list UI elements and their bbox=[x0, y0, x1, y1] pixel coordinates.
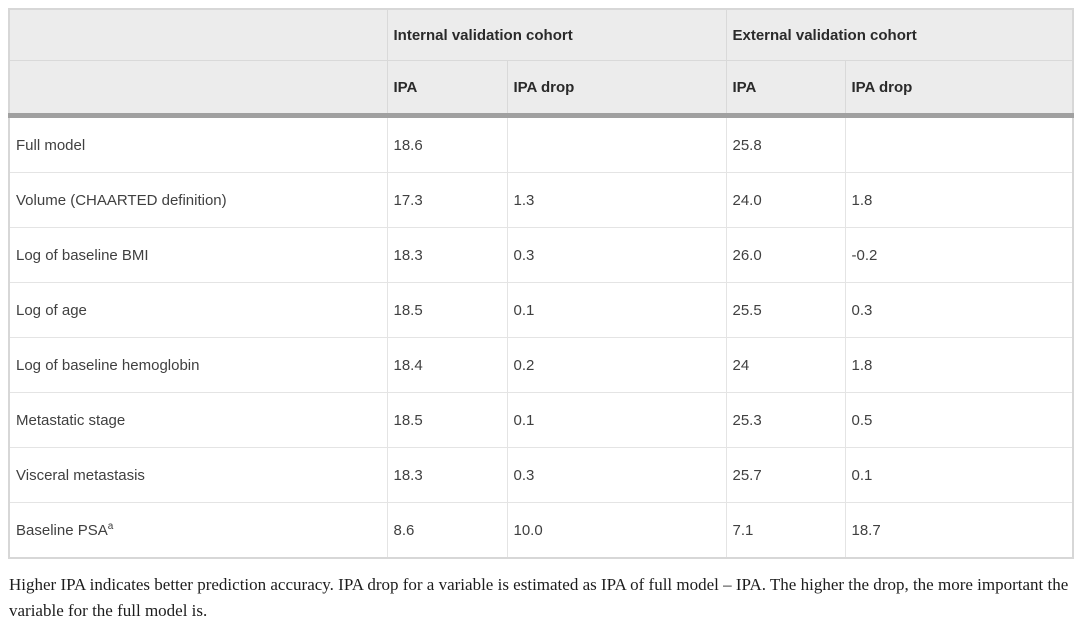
cell-internal-ipa-drop: 0.3 bbox=[506, 447, 727, 503]
cell-external-ipa: 7.1 bbox=[725, 502, 846, 559]
cell-internal-ipa-drop: 0.1 bbox=[506, 282, 727, 338]
row-label: Visceral metastasis bbox=[8, 447, 388, 503]
ipa-validation-table: Internal validation cohort External vali… bbox=[8, 8, 1074, 559]
cell-external-ipa-drop bbox=[844, 115, 1074, 173]
row-label: Log of age bbox=[8, 282, 388, 338]
cell-external-ipa: 26.0 bbox=[725, 227, 846, 283]
header-external-cohort: External validation cohort bbox=[725, 8, 1074, 61]
header-external-ipa-drop: IPA drop bbox=[844, 60, 1074, 118]
header-group-row: Internal validation cohort External vali… bbox=[8, 8, 1074, 61]
header-internal-ipa: IPA bbox=[386, 60, 508, 118]
cell-external-ipa: 24 bbox=[725, 337, 846, 393]
row-label: Log of baseline BMI bbox=[8, 227, 388, 283]
corner-blank-cell bbox=[8, 8, 388, 61]
cell-external-ipa-drop: 0.1 bbox=[844, 447, 1074, 503]
table-row: Full model 18.6 25.8 bbox=[8, 115, 1074, 173]
cell-internal-ipa: 18.3 bbox=[386, 227, 508, 283]
corner-blank-cell-2 bbox=[8, 60, 388, 118]
table-row: Log of age 18.5 0.1 25.5 0.3 bbox=[8, 282, 1074, 338]
cell-external-ipa-drop: -0.2 bbox=[844, 227, 1074, 283]
cell-internal-ipa: 18.5 bbox=[386, 392, 508, 448]
cell-internal-ipa: 18.3 bbox=[386, 447, 508, 503]
cell-external-ipa: 25.5 bbox=[725, 282, 846, 338]
header-internal-cohort: Internal validation cohort bbox=[386, 8, 727, 61]
row-label: Metastatic stage bbox=[8, 392, 388, 448]
cell-external-ipa-drop: 0.3 bbox=[844, 282, 1074, 338]
cell-internal-ipa: 17.3 bbox=[386, 172, 508, 228]
header-subcolumn-row: IPA IPA drop IPA IPA drop bbox=[8, 60, 1074, 118]
cell-external-ipa-drop: 1.8 bbox=[844, 172, 1074, 228]
table-footnote: Higher IPA indicates better prediction a… bbox=[9, 575, 1069, 621]
table-row: Log of baseline hemoglobin 18.4 0.2 24 1… bbox=[8, 337, 1074, 393]
table-body: Full model 18.6 25.8 Volume (CHAARTED de… bbox=[8, 115, 1074, 559]
cell-internal-ipa-drop: 0.3 bbox=[506, 227, 727, 283]
cell-internal-ipa-drop: 1.3 bbox=[506, 172, 727, 228]
table-row: Volume (CHAARTED definition) 17.3 1.3 24… bbox=[8, 172, 1074, 228]
cell-internal-ipa-drop: 0.2 bbox=[506, 337, 727, 393]
footnote-marker: a bbox=[107, 520, 114, 532]
cell-external-ipa: 24.0 bbox=[725, 172, 846, 228]
table-row: Baseline PSAa 8.6 10.0 7.1 18.7 bbox=[8, 502, 1074, 559]
table-row: Visceral metastasis 18.3 0.3 25.7 0.1 bbox=[8, 447, 1074, 503]
cell-external-ipa: 25.8 bbox=[725, 115, 846, 173]
table-row: Log of baseline BMI 18.3 0.3 26.0 -0.2 bbox=[8, 227, 1074, 283]
header-external-ipa: IPA bbox=[725, 60, 846, 118]
cell-external-ipa-drop: 0.5 bbox=[844, 392, 1074, 448]
row-label: Volume (CHAARTED definition) bbox=[8, 172, 388, 228]
row-label: Baseline PSAa bbox=[8, 502, 388, 559]
cell-internal-ipa: 8.6 bbox=[386, 502, 508, 559]
header-internal-ipa-drop: IPA drop bbox=[506, 60, 727, 118]
table-row: Metastatic stage 18.5 0.1 25.3 0.5 bbox=[8, 392, 1074, 448]
cell-internal-ipa: 18.5 bbox=[386, 282, 508, 338]
row-label: Log of baseline hemoglobin bbox=[8, 337, 388, 393]
cell-external-ipa-drop: 1.8 bbox=[844, 337, 1074, 393]
table-header: Internal validation cohort External vali… bbox=[8, 8, 1074, 118]
cell-external-ipa: 25.3 bbox=[725, 392, 846, 448]
cell-internal-ipa-drop: 0.1 bbox=[506, 392, 727, 448]
cell-internal-ipa: 18.4 bbox=[386, 337, 508, 393]
cell-external-ipa-drop: 18.7 bbox=[844, 502, 1074, 559]
cell-internal-ipa: 18.6 bbox=[386, 115, 508, 173]
cell-internal-ipa-drop bbox=[506, 115, 727, 173]
row-label-text: Baseline PSA bbox=[16, 521, 108, 539]
cell-internal-ipa-drop: 10.0 bbox=[506, 502, 727, 559]
cell-external-ipa: 25.7 bbox=[725, 447, 846, 503]
row-label: Full model bbox=[8, 115, 388, 173]
